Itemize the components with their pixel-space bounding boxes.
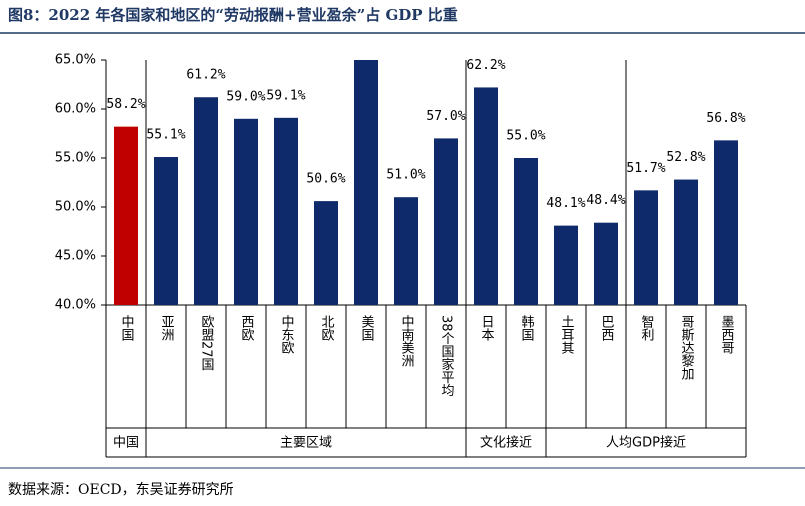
data-label: 55.0% [506, 129, 545, 144]
y-tick-label: 60.0% [55, 102, 96, 117]
group-label: 中国 [113, 436, 139, 451]
data-label: 51.7% [626, 161, 665, 176]
x-tick-label: 欧盟27国 [199, 315, 215, 371]
y-tick-label: 65.0% [55, 53, 96, 68]
group-label: 人均GDP接近 [606, 435, 686, 451]
group-label: 文化接近 [480, 435, 532, 451]
bar [234, 118, 258, 305]
x-tick-label: 中国 [119, 315, 134, 341]
bar [354, 60, 378, 305]
bar [674, 179, 698, 305]
bar [314, 201, 338, 305]
data-label: 55.1% [146, 128, 185, 143]
x-tick-label: 韩国 [519, 315, 535, 341]
x-tick-label: 中南美洲 [399, 315, 415, 367]
x-tick-label: 38个国家平均 [439, 315, 455, 397]
x-tick-label: 美国 [359, 315, 375, 341]
x-tick-label: 亚洲 [159, 315, 175, 341]
data-label: 48.4% [586, 193, 625, 208]
chart-title: 图8：2022 年各国家和地区的“劳动报酬+营业盈余”占 GDP 比重 [8, 6, 458, 24]
data-label: 51.0% [386, 168, 425, 183]
y-tick-label: 50.0% [55, 200, 96, 215]
data-label: 57.0% [426, 109, 465, 124]
data-label: 56.8% [706, 111, 745, 126]
x-tick-label: 西欧 [239, 315, 255, 341]
x-tick-label: 哥斯达黎加 [679, 315, 695, 381]
data-label: 58.2% [106, 97, 145, 112]
y-tick-label: 45.0% [55, 249, 96, 264]
source: 数据来源：OECD，东吴证券研究所 [8, 482, 234, 498]
x-tick-label: 智利 [639, 315, 655, 341]
bar [514, 158, 538, 305]
x-tick-label: 墨西哥 [719, 315, 735, 354]
x-tick-label: 土耳其 [559, 315, 575, 354]
data-label: 59.0% [226, 89, 265, 104]
group-label: 主要区域 [280, 436, 332, 451]
bar [194, 97, 218, 306]
data-label: 50.6% [306, 172, 345, 187]
data-label: 52.8% [666, 150, 705, 165]
data-label: 48.1% [546, 196, 585, 211]
bar [474, 87, 498, 305]
data-label: 62.2% [466, 58, 505, 73]
y-tick-label: 55.0% [55, 151, 96, 166]
x-tick-label: 巴西 [599, 315, 615, 341]
bar [394, 197, 418, 305]
bar [434, 138, 458, 305]
bar [714, 140, 738, 305]
x-tick-label: 日本 [479, 315, 495, 341]
bar [594, 222, 618, 305]
bar [554, 225, 578, 305]
bar [274, 117, 298, 305]
x-tick-label: 北欧 [319, 315, 335, 341]
bar [154, 157, 178, 305]
data-label: 59.1% [266, 88, 305, 103]
y-tick-label: 40.0% [55, 298, 96, 313]
x-tick-label: 中东欧 [279, 315, 295, 354]
data-label: 61.2% [186, 68, 225, 83]
bar [114, 126, 138, 305]
bar [634, 190, 658, 305]
